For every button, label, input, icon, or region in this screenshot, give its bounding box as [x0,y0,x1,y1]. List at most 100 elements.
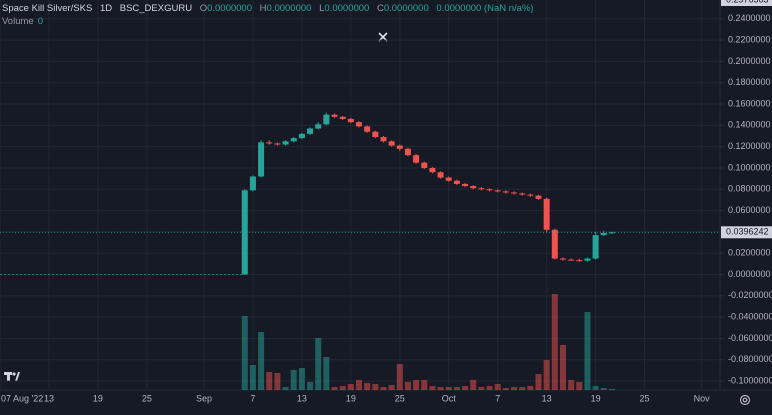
x-tick-label: Sep [196,393,212,403]
volume-bar [315,338,322,390]
candle-body [551,229,558,259]
logo[interactable] [4,372,20,381]
volume-bar [331,387,338,390]
candle-body [584,258,591,261]
candle-body [331,114,338,117]
volume-bar [551,294,558,390]
volume-value: 0 [37,16,43,27]
ohlc-key: H [259,3,267,14]
candle-body [380,137,387,142]
x-tick-label: 19 [93,393,103,403]
last-price-tag [721,226,772,239]
candle-body [421,162,428,168]
y-tick-label: -0.0600000 [728,333,772,343]
candle-body [396,145,403,149]
candle-body [429,167,436,173]
volume-bar [339,386,346,390]
y-tick-label: 0.2000000 [728,56,771,66]
candle-body [347,118,354,123]
candle-body [462,183,469,187]
volume-bar [600,388,607,390]
y-tick-label: 0.0800000 [728,184,771,194]
volume-bar [266,372,273,390]
candle-body [527,194,534,196]
ohlc-key: O [199,3,208,14]
candle-body [266,142,273,144]
y-tick-label: 0.2200000 [728,34,771,44]
candle-body [404,148,411,156]
ohlc-key: C [376,3,384,14]
ohlc-value: 0.0000000 [324,3,370,14]
volume-bar [608,389,615,390]
y-tick-label: -0.0200000 [728,290,772,300]
x-tick-label: 7 [495,393,500,403]
x-tick-label: 07 Aug '22 [1,393,43,403]
y-tick-label: -0.1000000 [728,375,772,385]
candle-body [315,124,322,129]
y-tick-label: 0.2400000 [728,13,771,23]
candle-body [364,126,371,132]
x-tick-label: Oct [442,393,457,403]
volume-bar [290,370,297,390]
ohlc-key: L [319,3,325,14]
interval: 1D [99,3,113,14]
legend-header: Space Kill Silver/SKS 1D BSC_DEXGURU O0.… [2,3,539,14]
x-tick-label: 13 [542,393,552,403]
volume-bar [274,373,281,390]
candle-body [356,122,362,127]
ohlc-value: 0.0000000 [383,3,429,14]
volume-bar [347,384,354,390]
volume-bar [413,380,420,390]
x-tick-label: 19 [346,393,356,403]
candle-body [494,190,501,192]
volume-bar [486,386,493,390]
y-tick-label: -0.0800000 [728,354,772,364]
x-tick-label: 13 [44,393,54,403]
ohlc-value: 0.0000000 [207,3,253,14]
candle-body [519,193,526,195]
candle-body [298,133,305,139]
volume-bar [298,368,305,390]
x-tick-label: 25 [142,393,152,403]
volume-bar [241,316,248,390]
volume-bar [592,386,599,390]
y-tick-label: 0.0200000 [728,248,771,258]
candle-body [249,176,256,191]
volume-bar [421,380,428,390]
candle-body [307,128,314,134]
volume-label: Volume [2,16,34,27]
volume-bar [323,357,330,390]
volume-bar [470,380,477,390]
x-tick-label: 25 [395,393,405,403]
settings-icon[interactable] [739,394,751,406]
volume-bar [584,312,591,390]
candle-body [592,235,599,259]
volume-bar [535,374,542,390]
candle-body [535,195,542,199]
y-tick-label: 0.0000000 [728,269,771,279]
candle-body [511,192,518,194]
candle-body [339,116,346,119]
volume-bar [478,387,485,390]
volume-bar [568,380,575,390]
volume-bar [453,387,460,390]
x-tick-label: 19 [591,393,601,403]
candle-body [437,172,444,178]
x-tick-label: Nov [694,393,711,403]
volume-bar [380,387,387,390]
y-tick-label: 0.1400000 [728,120,771,130]
change: 0.0000000 (NaN n/a%) [436,3,534,14]
candle-body [502,191,509,193]
y-tick-label: 0.0600000 [728,205,771,215]
volume-bar [502,388,509,390]
volume-bar [429,386,436,390]
y-tick-label: 0.1200000 [728,141,771,151]
y-tick-label: -0.0400000 [728,312,772,322]
candle-body [258,142,265,177]
candle-body [323,114,330,125]
volume-bar [249,365,256,390]
volume-bar [494,384,501,390]
volume-bar [559,345,566,390]
